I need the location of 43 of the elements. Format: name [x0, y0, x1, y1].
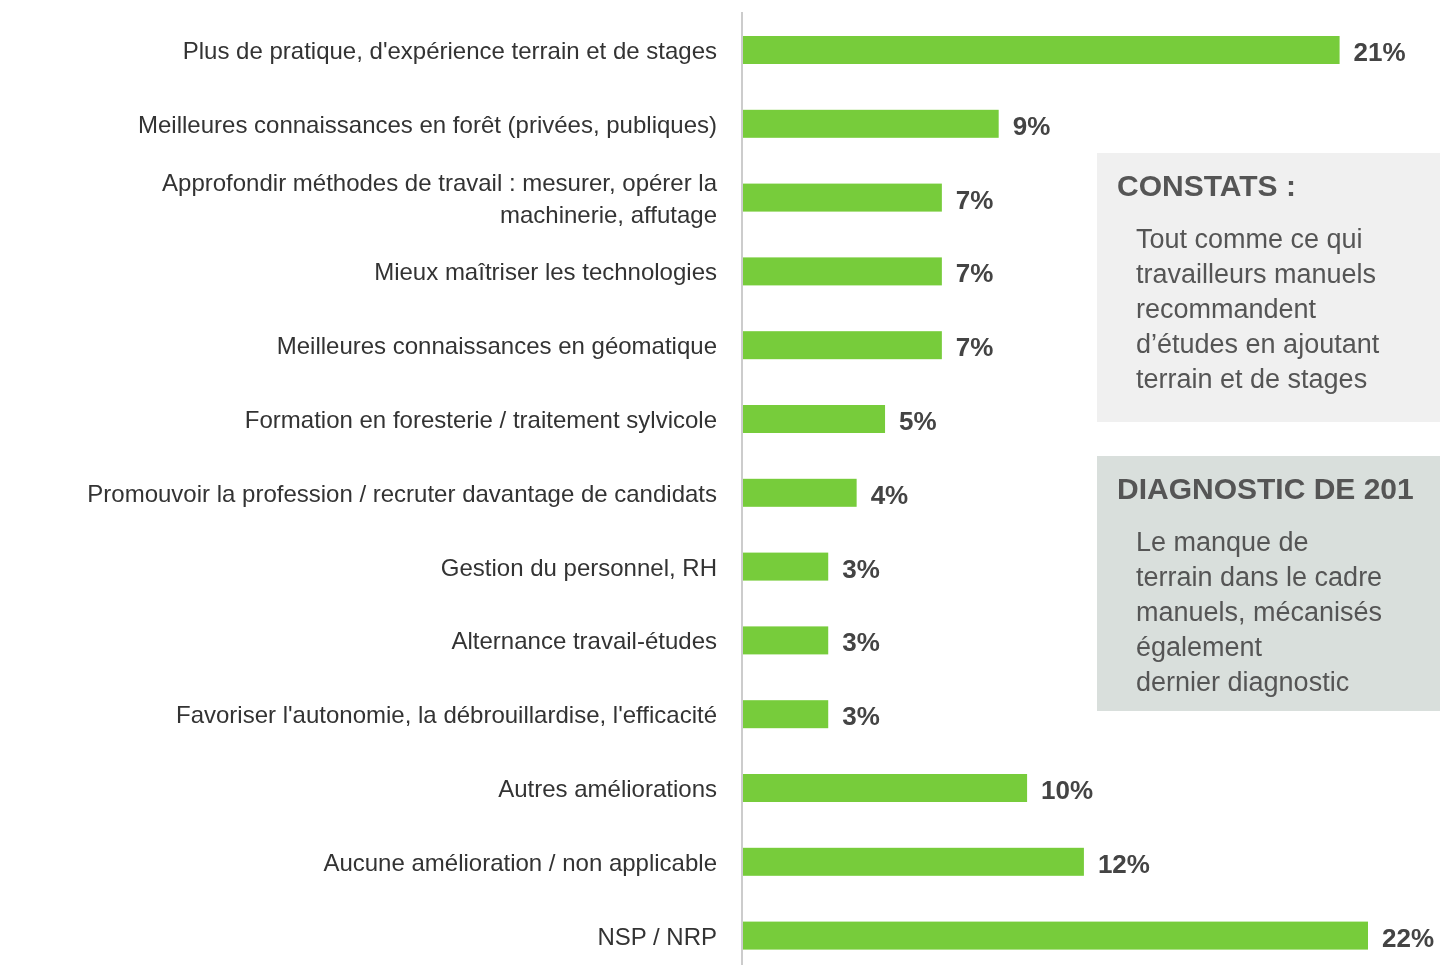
- data-label: 7%: [955, 332, 994, 363]
- bar: [743, 183, 942, 212]
- y-tick-label: Alternance travail-études: [451, 626, 717, 654]
- data-label: 7%: [955, 258, 994, 289]
- data-label: 9%: [1012, 110, 1051, 141]
- bar: [743, 847, 1084, 876]
- bar: [743, 405, 886, 433]
- bar: [743, 552, 829, 581]
- data-label: 10%: [1041, 775, 1094, 805]
- y-tick-label: Favoriser l'autonomie, la débrouillardise, l'efficacité: [176, 700, 717, 728]
- bar: [743, 36, 1340, 64]
- y-tick-label: Meilleures connaissances en géomatique: [276, 331, 717, 359]
- bar: [743, 478, 857, 507]
- y-tick-label: Gestion du personnel, RH: [440, 553, 717, 581]
- annotation: CONSTATS :: [1117, 169, 1296, 202]
- bar: [743, 774, 1028, 802]
- y-tick-label: Approfondir méthodes de travail : mesurer, opérer la machinerie, affutage: [162, 168, 718, 228]
- data-label: 21%: [1353, 37, 1406, 67]
- annotation: Tout comme ce qui travailleurs manuels recommandent d’études en ajoutant terrain et de stages: [1136, 224, 1380, 394]
- bar: [743, 257, 942, 286]
- y-tick-label: Promouvoir la profession / recruter davantage de candidats: [87, 479, 717, 507]
- data-label: 5%: [899, 406, 937, 436]
- y-tick-label: Meilleures connaissances en forêt (privées, publiques): [138, 110, 717, 138]
- y-tick-label: Mieux maîtriser les technologies: [374, 257, 717, 285]
- y-tick-label: Formation en foresterie / traitement sylvicole: [244, 405, 717, 433]
- data-label: 4%: [870, 479, 909, 510]
- bar: [743, 626, 829, 655]
- bar: [743, 921, 1368, 950]
- y-tick-label: Autres améliorations: [498, 774, 717, 802]
- data-label: 22%: [1382, 922, 1435, 953]
- y-tick-label: Plus de pratique, d'expérience terrain et de stages: [182, 36, 717, 64]
- data-label: 3%: [842, 627, 880, 658]
- data-label: 3%: [842, 553, 880, 584]
- bar: [743, 700, 829, 729]
- data-label: 12%: [1097, 848, 1150, 879]
- bar: [743, 109, 999, 138]
- data-label: 3%: [842, 701, 880, 732]
- y-tick-label: NSP / NRP: [597, 922, 717, 950]
- data-label: 7%: [955, 184, 994, 215]
- y-tick-label: Aucune amélioration / non applicable: [323, 848, 717, 876]
- bar: [743, 331, 942, 360]
- annotation: Le manque de terrain dans le cadre manuels, mécanisés également dernier diagnostic: [1136, 527, 1383, 697]
- annotation: DIAGNOSTIC DE 201: [1117, 472, 1414, 505]
